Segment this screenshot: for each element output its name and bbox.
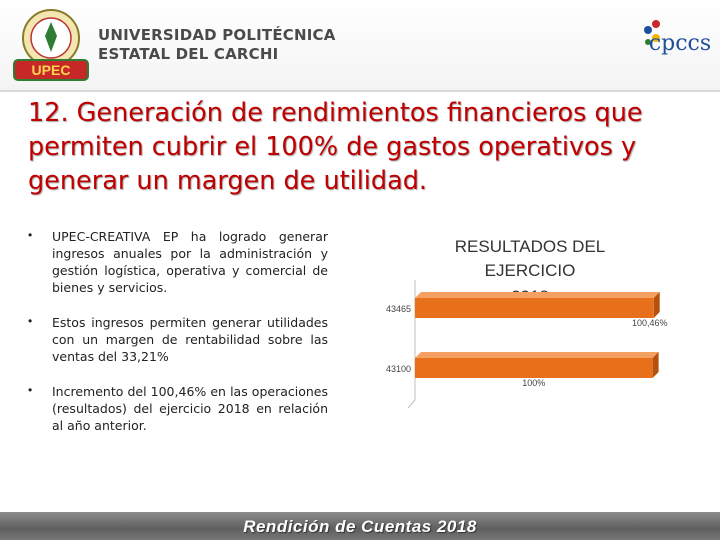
bullet-item: • Incremento del 100,46% en las operacio… — [22, 383, 328, 434]
university-name: UNIVERSIDAD POLITÉCNICA ESTATAL DEL CARC… — [98, 26, 336, 64]
bullet-marker: • — [28, 383, 33, 397]
chart-title-line2: EJERCICIO — [485, 261, 576, 280]
upec-logo-text: UPEC — [32, 62, 71, 78]
upec-logo: UPEC — [13, 9, 89, 81]
bar — [415, 298, 654, 318]
data-label: 100% — [522, 378, 545, 388]
footer-text: Rendición de Cuentas 2018 — [243, 517, 477, 536]
data-label: 100,46% — [632, 318, 668, 328]
bar — [415, 358, 653, 378]
bar-top-face — [415, 352, 659, 358]
bullet-item: • Estos ingresos permiten generar utilid… — [22, 314, 328, 365]
bullet-text: UPEC-CREATIVA EP ha logrado generar ingr… — [52, 229, 328, 295]
cpccs-logo-text: cpccs — [649, 31, 710, 56]
university-name-line1: UNIVERSIDAD POLITÉCNICA — [98, 26, 336, 44]
slide-footer: Rendición de Cuentas 2018 — [0, 512, 720, 540]
bar-side-face — [653, 292, 660, 318]
bullet-item: • UPEC-CREATIVA EP ha logrado generar in… — [22, 228, 328, 296]
cpccs-logo: cpccs — [644, 20, 710, 56]
category-label: 43465 — [386, 304, 411, 314]
results-chart: RESULTADOS DEL EJERCICIO 2018 43465100,4… — [386, 237, 668, 409]
university-name-line2: ESTATAL DEL CARCHI — [98, 45, 279, 63]
header-divider — [0, 90, 720, 92]
bullet-text: Incremento del 100,46% en las operacione… — [52, 384, 328, 433]
slide-header: UPEC UNIVERSIDAD POLITÉCNICA ESTATAL DEL… — [0, 0, 720, 90]
bullet-marker: • — [28, 228, 33, 242]
bullet-marker: • — [28, 314, 33, 328]
bullet-list: • UPEC-CREATIVA EP ha logrado generar in… — [22, 228, 328, 452]
chart-floor — [407, 399, 416, 409]
chart-title-line1: RESULTADOS DEL — [455, 237, 606, 256]
slide-title: 12. Generación de rendimientos financier… — [28, 98, 643, 196]
bar-top-face — [415, 292, 660, 298]
category-label: 43100 — [386, 364, 411, 374]
bar-side-face — [652, 352, 659, 378]
bullet-text: Estos ingresos permiten generar utilidad… — [52, 315, 328, 364]
